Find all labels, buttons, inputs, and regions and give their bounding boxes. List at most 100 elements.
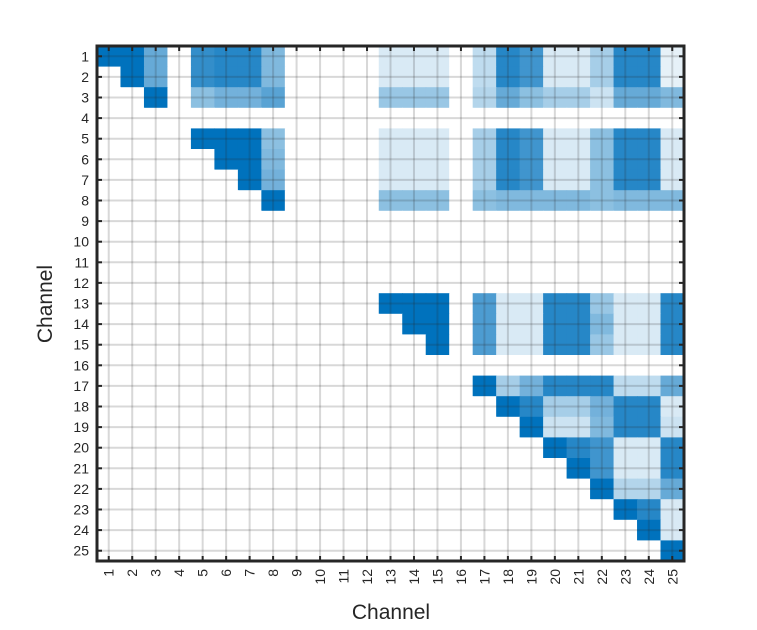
cell-r10-c15: [425, 231, 450, 253]
cell-r4-c16: [449, 107, 474, 129]
cell-r15-c2: [120, 334, 145, 356]
cell-r16-c10: [308, 355, 333, 377]
cell-r12-c16: [449, 272, 474, 294]
cell-r9-c16: [449, 210, 474, 232]
cell-r10-c8: [261, 231, 286, 253]
cell-r12-c20: [543, 272, 568, 294]
cell-r15-c21: [566, 334, 591, 356]
cell-r16-c4: [167, 355, 192, 377]
cell-r7-c9: [284, 169, 309, 191]
cell-r18-c11: [331, 396, 356, 418]
cell-r23-c6: [214, 499, 239, 521]
cell-r14-c3: [143, 313, 169, 335]
cell-r21-c3: [143, 458, 169, 480]
cell-r13-c16: [449, 293, 474, 315]
cell-r14-c5: [190, 313, 215, 335]
x-tick-label-3: 3: [148, 569, 164, 577]
cell-r24-c16: [449, 519, 474, 541]
cell-r13-c11: [331, 293, 356, 315]
cell-r13-c1: [97, 293, 122, 315]
cell-r19-c23: [613, 416, 638, 438]
cell-r17-c20: [543, 375, 568, 397]
cell-r3-c10: [308, 87, 333, 109]
cell-r2-c21: [566, 66, 591, 88]
y-tick-label-4: 4: [81, 110, 89, 126]
cell-r18-c24: [637, 396, 662, 418]
cell-r4-c13: [378, 107, 403, 129]
cell-r22-c17: [472, 478, 497, 500]
cell-r22-c6: [214, 478, 239, 500]
cell-r10-c25: [660, 231, 685, 253]
cell-r12-c1: [97, 272, 122, 294]
cell-r17-c18: [496, 375, 521, 397]
cell-r21-c12: [355, 458, 380, 480]
cell-r24-c23: [613, 519, 638, 541]
cell-r20-c14: [402, 437, 427, 459]
cell-r25-c25: [660, 540, 685, 562]
cell-r10-c23: [613, 231, 638, 253]
cell-r24-c4: [167, 519, 192, 541]
cell-r23-c19: [519, 499, 544, 521]
cell-r11-c19: [519, 252, 544, 274]
cell-r6-c21: [566, 149, 591, 171]
cell-r9-c14: [402, 210, 427, 232]
cell-r10-c20: [543, 231, 568, 253]
x-axis-title: Channel: [352, 601, 430, 624]
cell-r17-c2: [120, 375, 145, 397]
cell-r11-c6: [214, 252, 239, 274]
cell-r25-c13: [378, 540, 403, 562]
cell-r1-c13: [378, 46, 403, 68]
cell-r14-c10: [308, 313, 333, 335]
cell-r14-c16: [449, 313, 474, 335]
cell-r25-c9: [284, 540, 309, 562]
cell-r24-c21: [566, 519, 591, 541]
cell-r10-c3: [143, 231, 169, 253]
cell-r18-c13: [378, 396, 403, 418]
x-tick-label-22: 22: [594, 569, 610, 585]
cell-r3-c19: [519, 87, 544, 109]
cell-r5-c14: [402, 128, 427, 150]
x-tick-label-25: 25: [664, 569, 680, 585]
cell-r11-c14: [402, 252, 427, 274]
cell-r15-c20: [543, 334, 568, 356]
cell-r9-c7: [237, 210, 262, 232]
cells-layer: [97, 46, 685, 562]
cell-r10-c12: [355, 231, 380, 253]
cell-r20-c5: [190, 437, 215, 459]
cell-r23-c10: [308, 499, 333, 521]
y-tick-label-25: 25: [73, 543, 89, 559]
cell-r14-c7: [237, 313, 262, 335]
cell-r19-c24: [637, 416, 662, 438]
grid-layer: [97, 46, 684, 561]
cell-r11-c23: [613, 252, 638, 274]
cell-r7-c15: [425, 169, 450, 191]
cell-r15-c10: [308, 334, 333, 356]
cell-r25-c7: [237, 540, 262, 562]
cell-r5-c20: [543, 128, 568, 150]
cell-r10-c18: [496, 231, 521, 253]
cell-r3-c7: [237, 87, 262, 109]
cell-r20-c22: [590, 437, 615, 459]
cell-r21-c24: [637, 458, 662, 480]
cell-r20-c13: [378, 437, 403, 459]
cell-r20-c25: [660, 437, 685, 459]
cell-r19-c5: [190, 416, 215, 438]
cell-r20-c15: [425, 437, 450, 459]
cell-r16-c17: [472, 355, 497, 377]
cell-r23-c2: [120, 499, 145, 521]
cell-r25-c3: [143, 540, 169, 562]
cell-r24-c11: [331, 519, 356, 541]
cell-r18-c14: [402, 396, 427, 418]
cell-r25-c19: [519, 540, 544, 562]
cell-r1-c8: [261, 46, 286, 68]
cell-r21-c16: [449, 458, 474, 480]
cell-r1-c6: [214, 46, 239, 68]
cell-r8-c9: [284, 190, 309, 212]
cell-r5-c5: [190, 128, 215, 150]
cell-r8-c19: [519, 190, 544, 212]
cell-r4-c3: [143, 107, 169, 129]
cell-r22-c23: [613, 478, 638, 500]
cell-r17-c15: [425, 375, 450, 397]
cell-r24-c14: [402, 519, 427, 541]
